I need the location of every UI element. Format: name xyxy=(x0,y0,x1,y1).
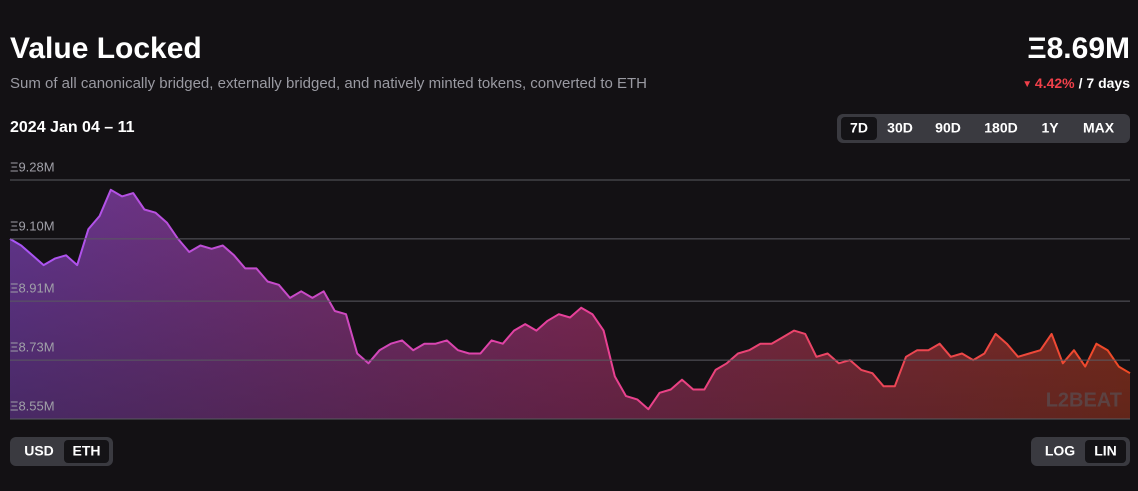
button-bg[interactable] xyxy=(1085,440,1126,463)
button-group xyxy=(837,114,1130,143)
button-label[interactable]: MAX xyxy=(1083,120,1115,136)
watermark: L2BEAT xyxy=(1046,389,1122,411)
button-label[interactable]: 30D xyxy=(887,120,913,136)
button-label[interactable]: ETH xyxy=(73,443,101,459)
button-label[interactable]: 7D xyxy=(850,120,868,136)
area-line xyxy=(9,188,1131,411)
down-arrow: ▼ xyxy=(1022,79,1035,90)
y-tick-label: Ξ9.10M xyxy=(10,218,55,233)
y-tick-label: Ξ8.91M xyxy=(10,281,55,296)
change-period: / 7 days xyxy=(1079,75,1131,91)
y-tick-label: Ξ8.73M xyxy=(10,340,55,355)
change-line: ▼ 4.42%/ 7 days xyxy=(1022,75,1130,91)
plot: Ξ8.55M Ξ8.73M Ξ8.91M Ξ9.10M Ξ9.28M xyxy=(9,159,1131,420)
button-label[interactable]: LOG xyxy=(1045,443,1075,459)
button-label[interactable]: 180D xyxy=(984,120,1017,136)
chart-title: Value Locked xyxy=(10,32,202,65)
button-label[interactable]: 90D xyxy=(935,120,961,136)
button-label[interactable]: USD xyxy=(24,443,54,459)
y-tick-label: Ξ9.28M xyxy=(10,159,55,174)
area-fade xyxy=(10,180,1130,419)
y-tick-label: Ξ8.55M xyxy=(10,398,55,413)
button-bg[interactable] xyxy=(64,440,109,463)
chart-subtitle: Sum of all canonically bridged, external… xyxy=(10,75,647,92)
date-range: 2024 Jan 04 – 11 xyxy=(10,119,135,136)
button-bg[interactable] xyxy=(841,117,877,140)
controls: 7D 30D 90D 180D 1Y MAX USD ETH LOG LIN xyxy=(10,114,1130,466)
button-label[interactable]: LIN xyxy=(1094,443,1117,459)
total-value: Ξ8.69M xyxy=(1027,32,1130,65)
change-value: 4.42% xyxy=(1035,75,1075,91)
button-label[interactable]: 1Y xyxy=(1041,120,1059,136)
